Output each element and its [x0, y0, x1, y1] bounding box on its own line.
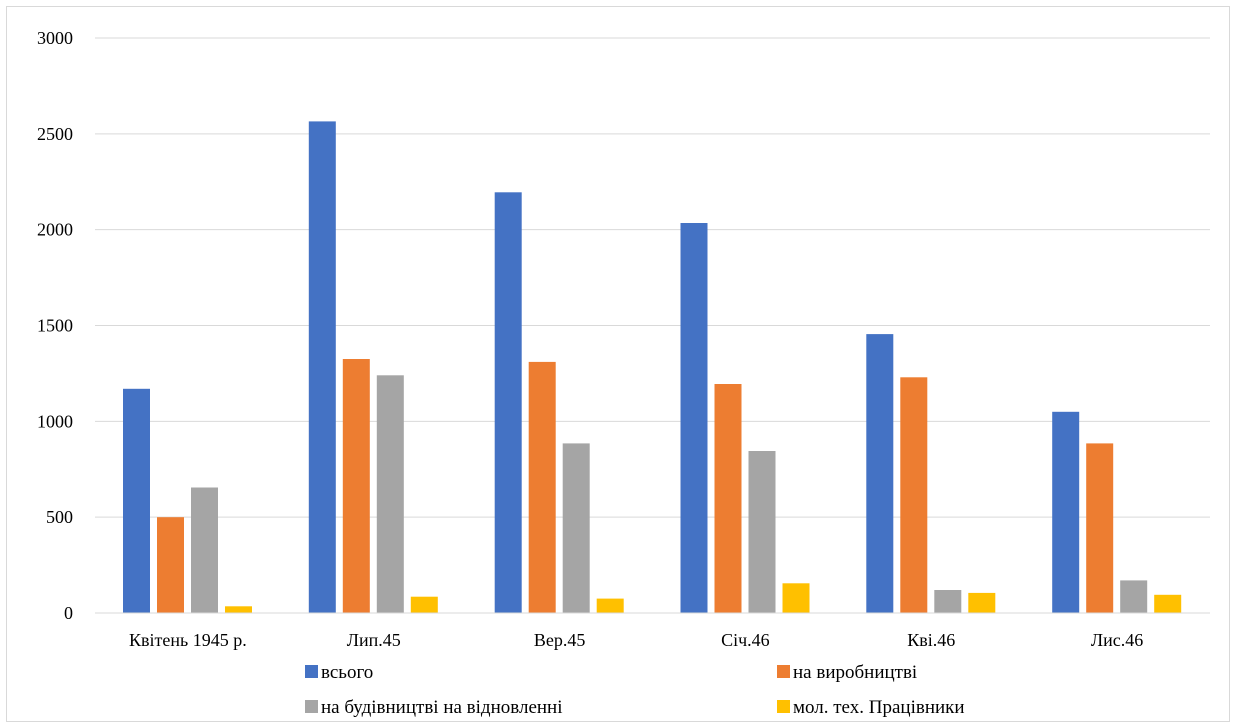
y-tick-label: 2500: [37, 124, 73, 144]
y-axis-tick-labels: 0 500 1000 1500 2000 2500 3000: [37, 28, 73, 623]
x-axis-tick-labels: Квітень 1945 р. Лип.45 Вер.45 Січ.46 Кві.46 Л…: [129, 630, 1143, 650]
bar-2-2: [342, 359, 370, 613]
y-tick-label: 1500: [37, 316, 73, 336]
legend: всього на виробництві на будівництві на ві…: [305, 662, 965, 718]
bar-3-4: [748, 451, 776, 613]
y-tick-label: 500: [46, 507, 73, 527]
bar-4-5: [968, 592, 996, 613]
bar-4-4: [782, 583, 810, 613]
bar-4-3: [596, 598, 624, 613]
bar-3-3: [562, 443, 590, 613]
x-tick-label: Квітень 1945 р.: [129, 630, 247, 650]
bar-1-3: [494, 192, 522, 614]
bar-4-1: [225, 606, 252, 613]
bar-1-6: [1052, 411, 1080, 614]
bar-2-3: [528, 361, 556, 613]
bar-1-5: [866, 334, 894, 613]
y-tick-label: 0: [64, 603, 73, 623]
legend-label: всього: [321, 662, 373, 683]
x-tick-label: Січ.46: [721, 630, 770, 650]
legend-label: на виробництві: [793, 662, 917, 683]
legend-label: на будівництві на відновленні: [321, 697, 563, 718]
y-tick-label: 1000: [37, 411, 73, 431]
legend-label: мол. тех. Працівники: [793, 697, 965, 718]
bar-1-2: [308, 121, 336, 614]
bar-2-4: [714, 384, 742, 613]
bar-2-6: [1086, 443, 1114, 613]
legend-swatch: [305, 700, 318, 713]
bar-3-1: [191, 487, 218, 613]
bars: [123, 121, 1182, 614]
x-tick-label: Кві.46: [907, 630, 955, 650]
bar-3-2: [376, 375, 404, 613]
y-tick-label: 3000: [37, 28, 73, 48]
x-tick-label: Лип.45: [347, 630, 401, 650]
bar-2-5: [900, 377, 928, 614]
gridlines: [95, 37, 1210, 518]
legend-swatch: [305, 665, 318, 678]
bar-4-6: [1154, 594, 1182, 613]
bar-3-5: [934, 590, 962, 613]
y-tick-label: 2000: [37, 220, 73, 240]
bar-1-1: [123, 388, 150, 614]
x-tick-label: Вер.45: [534, 630, 586, 650]
bar-2-1: [157, 517, 184, 613]
bar-3-6: [1120, 580, 1148, 613]
legend-swatch: [777, 700, 790, 713]
x-tick-label: Лис.46: [1091, 630, 1143, 650]
bar-1-4: [680, 223, 708, 613]
legend-swatch: [777, 665, 790, 678]
bar-4-2: [410, 596, 438, 613]
